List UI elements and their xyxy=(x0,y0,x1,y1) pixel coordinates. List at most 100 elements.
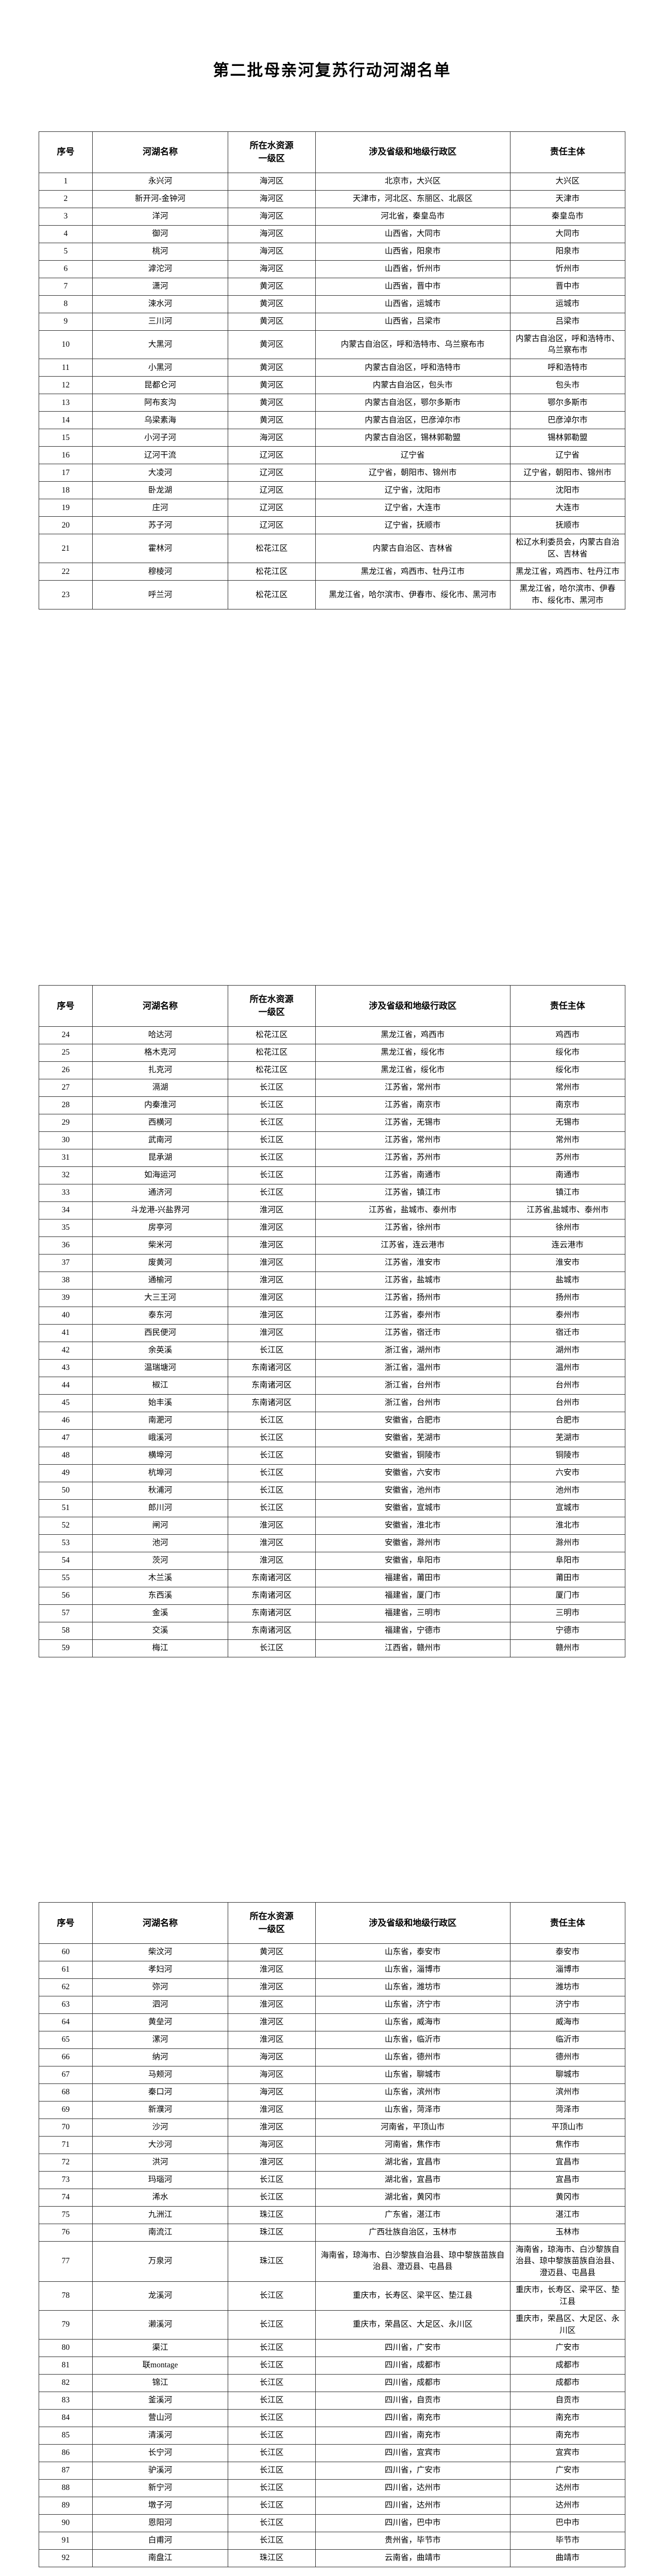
cell-regions: 山东省，聊城市 xyxy=(315,2065,510,2084)
cell-river-name: 浠水 xyxy=(92,2188,228,2207)
cell-index: 32 xyxy=(38,1166,93,1184)
cell-index: 36 xyxy=(38,1236,93,1255)
cell-responsible: 抚顺市 xyxy=(509,516,626,535)
cell-regions: 浙江省，湖州市 xyxy=(315,1341,510,1360)
cell-river-name: 武南河 xyxy=(92,1131,228,1149)
cell-water-zone: 淮河区 xyxy=(227,1218,316,1237)
table-row: 80 渠江 长江区 四川省，广安市 广安市 xyxy=(38,2339,626,2358)
table-row: 57 金溪 东南诸河区 福建省，三明市 三明市 xyxy=(38,1604,626,1622)
table-row: 13 阿布亥沟 黄河区 内蒙古自治区，鄂尔多斯市 鄂尔多斯市 xyxy=(38,394,626,412)
cell-index: 4 xyxy=(38,225,93,243)
cell-water-zone: 黄河区 xyxy=(227,376,316,395)
cell-index: 7 xyxy=(38,277,93,296)
cell-responsible: 宜昌市 xyxy=(509,2171,626,2189)
table-row: 54 茨河 淮河区 安徽省，阜阳市 阜阳市 xyxy=(38,1551,626,1570)
cell-index: 49 xyxy=(38,1464,93,1482)
cell-water-zone: 长江区 xyxy=(227,1464,316,1482)
cell-regions: 江苏省，扬州市 xyxy=(315,1289,510,1307)
cell-water-zone: 东南诸河区 xyxy=(227,1569,316,1587)
cell-index: 57 xyxy=(38,1604,93,1622)
cell-responsible: 松辽水利委员会，内蒙古自治区、吉林省 xyxy=(509,534,626,564)
cell-index: 74 xyxy=(38,2188,93,2207)
cell-water-zone: 长江区 xyxy=(227,2427,316,2445)
cell-regions: 安徽省，六安市 xyxy=(315,1464,510,1482)
cell-river-name: 黄垒河 xyxy=(92,2013,228,2031)
col-header-water-zone-line2: 一级区 xyxy=(258,154,285,164)
cell-river-name: 房亭河 xyxy=(92,1218,228,1237)
cell-responsible: 包头市 xyxy=(509,376,626,395)
cell-responsible: 菏泽市 xyxy=(509,2100,626,2119)
col-header-responsible: 责任主体 xyxy=(509,1902,626,1944)
cell-regions: 海南省，琼海市、白沙黎族自治县、琼中黎族苗族自治县、澄迈县、屯昌县 xyxy=(315,2241,510,2282)
table-row: 39 大三王河 淮河区 江苏省，扬州市 扬州市 xyxy=(38,1289,626,1307)
table-row: 51 郎川河 长江区 安徽省，宣城市 宣城市 xyxy=(38,1499,626,1517)
cell-responsible: 赣州市 xyxy=(509,1639,626,1657)
cell-river-name: 大黑河 xyxy=(92,330,228,360)
river-list-table-page-3: 序号 河湖名称 所在水资源 一级区 涉及省级和地级行政区 责任主体 60 柴汶河黄… xyxy=(38,1902,626,2568)
cell-water-zone: 长江区 xyxy=(227,1166,316,1184)
col-header-regions: 涉及省级和地级行政区 xyxy=(315,1902,510,1944)
cell-water-zone: 淮河区 xyxy=(227,2153,316,2172)
cell-responsible: 泰州市 xyxy=(509,1306,626,1325)
cell-index: 63 xyxy=(38,1995,93,2014)
table-row: 67 马颊河 海河区 山东省，聊城市 聊城市 xyxy=(38,2065,626,2084)
table-row: 5 桃河 海河区 山西省，阳泉市 阳泉市 xyxy=(38,242,626,261)
cell-river-name: 三川河 xyxy=(92,312,228,331)
cell-index: 54 xyxy=(38,1551,93,1570)
cell-water-zone: 海河区 xyxy=(227,172,316,191)
cell-regions: 江苏省，泰州市 xyxy=(315,1306,510,1325)
cell-water-zone: 淮河区 xyxy=(227,1960,316,1979)
cell-index: 85 xyxy=(38,2427,93,2445)
cell-responsible: 芜湖市 xyxy=(509,1429,626,1447)
cell-responsible: 晋中市 xyxy=(509,277,626,296)
cell-index: 19 xyxy=(38,499,93,517)
cell-water-zone: 海河区 xyxy=(227,2136,316,2154)
cell-regions: 四川省，成都市 xyxy=(315,2357,510,2375)
cell-index: 67 xyxy=(38,2065,93,2084)
table-row: 69 新濮河 淮河区 山东省，菏泽市 菏泽市 xyxy=(38,2100,626,2119)
cell-regions: 河南省，平顶山市 xyxy=(315,2118,510,2137)
table-row: 28 内秦淮河 长江区 江苏省，南京市 南京市 xyxy=(38,1096,626,1114)
cell-index: 60 xyxy=(38,1943,93,1961)
cell-water-zone: 东南诸河区 xyxy=(227,1586,316,1605)
col-header-water-zone: 所在水资源 一级区 xyxy=(227,1902,316,1944)
cell-regions: 江苏省，常州市 xyxy=(315,1078,510,1097)
cell-river-name: 西民便河 xyxy=(92,1324,228,1342)
cell-water-zone: 长江区 xyxy=(227,1429,316,1447)
cell-regions: 江苏省，南京市 xyxy=(315,1096,510,1114)
table-row: 20 苏子河 辽河区 辽宁省，抚顺市 抚顺市 xyxy=(38,516,626,535)
table-row: 19 庄河 辽河区 辽宁省，大连市 大连市 xyxy=(38,499,626,517)
table-header: 序号 河湖名称 所在水资源 一级区 涉及省级和地级行政区 责任主体 xyxy=(38,1902,626,1944)
table-row: 2 新开河-金钟河 海河区 天津市，河北区、东丽区、北辰区 天津市 xyxy=(38,190,626,208)
cell-river-name: 扎克河 xyxy=(92,1061,228,1079)
cell-responsible: 黑龙江省，哈尔滨市、伊春市、绥化市、黑河市 xyxy=(509,580,626,610)
cell-regions: 内蒙古自治区，呼和浩特市、乌兰察布市 xyxy=(315,330,510,360)
table-row: 18 卧龙湖 辽河区 辽宁省，沈阳市 沈阳市 xyxy=(38,481,626,500)
table-row: 71 大沙河 海河区 河南省，焦作市 焦作市 xyxy=(38,2136,626,2154)
table-body-page-1: 1 永兴河 海河区 北京市，大兴区 大兴区 2 新开河-金钟河 海河区 天津市，河北区、东丽区、… xyxy=(38,172,626,610)
cell-water-zone: 东南诸河区 xyxy=(227,1394,316,1412)
cell-index: 87 xyxy=(38,2462,93,2480)
cell-regions: 安徽省，滁州市 xyxy=(315,1534,510,1552)
cell-responsible: 达州市 xyxy=(509,2497,626,2515)
cell-river-name: 余英溪 xyxy=(92,1341,228,1360)
cell-responsible: 达州市 xyxy=(509,2479,626,2498)
cell-index: 30 xyxy=(38,1131,93,1149)
table-row: 29 西横河 长江区 江苏省，无锡市 无锡市 xyxy=(38,1113,626,1132)
col-header-index: 序号 xyxy=(38,1902,93,1944)
cell-regions: 江苏省，无锡市 xyxy=(315,1113,510,1132)
table-row: 68 秦口河 海河区 山东省，滨州市 滨州市 xyxy=(38,2083,626,2102)
cell-water-zone: 长江区 xyxy=(227,1411,316,1430)
table-row: 47 峨溪河 长江区 安徽省，芜湖市 芜湖市 xyxy=(38,1429,626,1447)
cell-water-zone: 珠江区 xyxy=(227,2206,316,2224)
cell-index: 3 xyxy=(38,207,93,226)
cell-index: 39 xyxy=(38,1289,93,1307)
cell-index: 81 xyxy=(38,2357,93,2375)
cell-water-zone: 珠江区 xyxy=(227,2223,316,2242)
cell-water-zone: 松花江区 xyxy=(227,1026,316,1044)
table-row: 30 武南河 长江区 江苏省，常州市 常州市 xyxy=(38,1131,626,1149)
cell-river-name: 西横河 xyxy=(92,1113,228,1132)
table-row: 70 沙河 淮河区 河南省，平顶山市 平顶山市 xyxy=(38,2118,626,2137)
cell-river-name: 椒江 xyxy=(92,1376,228,1395)
cell-index: 28 xyxy=(38,1096,93,1114)
